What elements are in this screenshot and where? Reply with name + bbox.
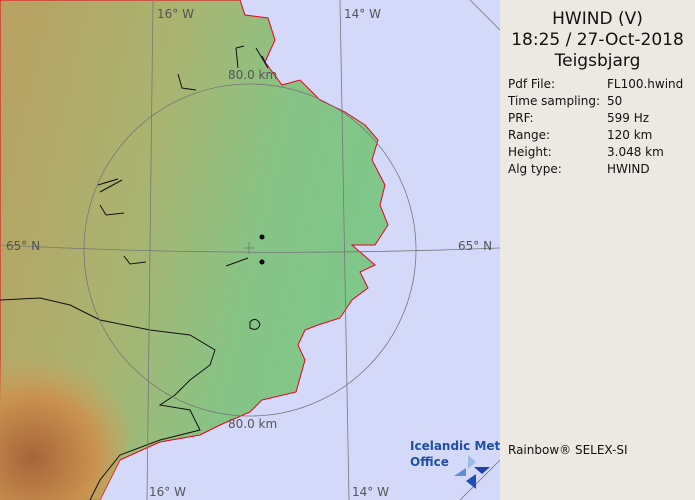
lon-label-top-left: 16° W — [157, 7, 194, 21]
glacier-outline — [0, 297, 216, 500]
credit-text: Rainbow® SELEX-SI — [508, 443, 628, 457]
field-value: 599 Hz — [607, 111, 650, 125]
lat-label-left: 65° N — [6, 239, 40, 253]
lon-label-top-right: 14° W — [344, 7, 381, 21]
field-label: Height: — [508, 145, 552, 159]
field-label: PRF: — [508, 111, 534, 125]
field-row: Time sampling: 50 — [508, 93, 695, 110]
product-title: HWIND (V) — [552, 9, 643, 29]
field-row: Alg type: HWIND — [508, 161, 695, 178]
lon-label-bottom-left: 16° W — [149, 485, 186, 499]
lat-label-right: 65° N — [458, 239, 492, 253]
field-value: 50 — [607, 94, 623, 108]
radar-site-marker — [259, 259, 265, 265]
info-panel: HWIND (V) 18:25 / 27-Oct-2018 Teigsbjarg… — [500, 0, 695, 500]
field-label: Pdf File: — [508, 77, 556, 91]
radar-site-marker — [259, 234, 265, 240]
highland-region — [0, 290, 215, 500]
svg-text:Office: Office — [410, 455, 449, 469]
field-label: Time sampling: — [508, 94, 601, 108]
radar-map[interactable]: 16° W 14° W 16° W 14° W 65° N 65° N 80.0… — [0, 0, 500, 500]
svg-text:Icelandic Met: Icelandic Met — [410, 439, 500, 453]
field-label: Alg type: — [508, 162, 562, 176]
product-fields: Pdf File: FL100.hwind Time sampling: 50 PR… — [508, 76, 695, 178]
field-value: 120 km — [607, 128, 653, 142]
imo-logo: Icelandic Met Office — [410, 439, 500, 489]
wind-barbs — [97, 45, 269, 267]
field-value: FL100.hwind — [607, 77, 684, 91]
site-name: Teigsbjarg — [554, 51, 641, 71]
field-row: Range: 120 km — [508, 127, 695, 144]
datetime: 18:25 / 27-Oct-2018 — [511, 30, 684, 50]
graticule — [0, 0, 500, 500]
field-row: PRF: 599 Hz — [508, 110, 695, 127]
range-label-bottom: 80.0 km — [228, 417, 277, 431]
range-label-top: 80.0 km — [228, 68, 277, 82]
field-row: Pdf File: FL100.hwind — [508, 76, 695, 93]
field-row: Height: 3.048 km — [508, 144, 695, 161]
lake — [249, 318, 261, 330]
lon-label-bottom-right: 14° W — [352, 485, 389, 499]
field-label: Range: — [508, 128, 551, 142]
range-ring — [83, 83, 417, 417]
field-value: 3.048 km — [607, 145, 664, 159]
field-value: HWIND — [607, 162, 650, 176]
